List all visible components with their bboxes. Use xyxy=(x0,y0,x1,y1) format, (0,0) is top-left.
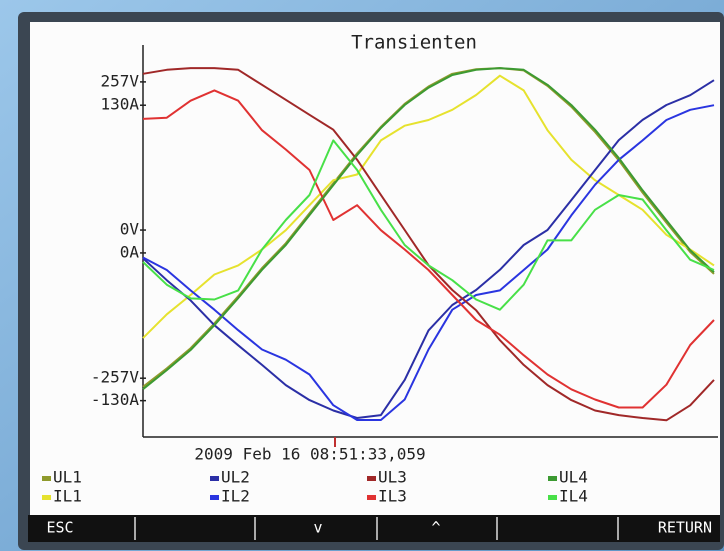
legend-swatch xyxy=(210,495,219,500)
legend-swatch xyxy=(548,495,557,500)
y-tick-label: -130A xyxy=(91,390,140,409)
legend-label: UL4 xyxy=(559,468,588,487)
softkey[interactable]: ESC xyxy=(46,519,73,537)
page: Transienten 2009 Feb 16 08:51:33,059 257… xyxy=(0,0,724,551)
y-tick-label: 0V xyxy=(120,220,140,239)
y-tick-label: 130A xyxy=(100,95,139,114)
legend-swatch xyxy=(367,476,376,481)
softkey[interactable]: v xyxy=(313,519,322,537)
legend-label: UL2 xyxy=(221,468,250,487)
legend-swatch xyxy=(210,476,219,481)
legend-label: IL1 xyxy=(53,487,82,506)
legend-swatch xyxy=(367,495,376,500)
y-tick-label: -257V xyxy=(91,368,140,387)
softkey-bar xyxy=(28,515,720,542)
chart-title: Transienten xyxy=(351,32,477,54)
legend-swatch xyxy=(548,476,557,481)
legend-label: UL1 xyxy=(53,468,82,487)
y-tick-label: 0A xyxy=(120,242,140,261)
softkey[interactable]: ^ xyxy=(431,519,440,537)
legend-label: IL3 xyxy=(378,487,407,506)
legend-swatch xyxy=(42,476,51,481)
legend-label: IL4 xyxy=(559,487,588,506)
y-tick-label: 257V xyxy=(100,71,139,90)
legend-label: UL3 xyxy=(378,468,407,487)
legend-swatch xyxy=(42,495,51,500)
timestamp: 2009 Feb 16 08:51:33,059 xyxy=(194,445,425,464)
softkey[interactable]: RETURN xyxy=(658,519,712,537)
device: Transienten 2009 Feb 16 08:51:33,059 257… xyxy=(0,0,724,551)
legend-label: IL2 xyxy=(221,487,250,506)
